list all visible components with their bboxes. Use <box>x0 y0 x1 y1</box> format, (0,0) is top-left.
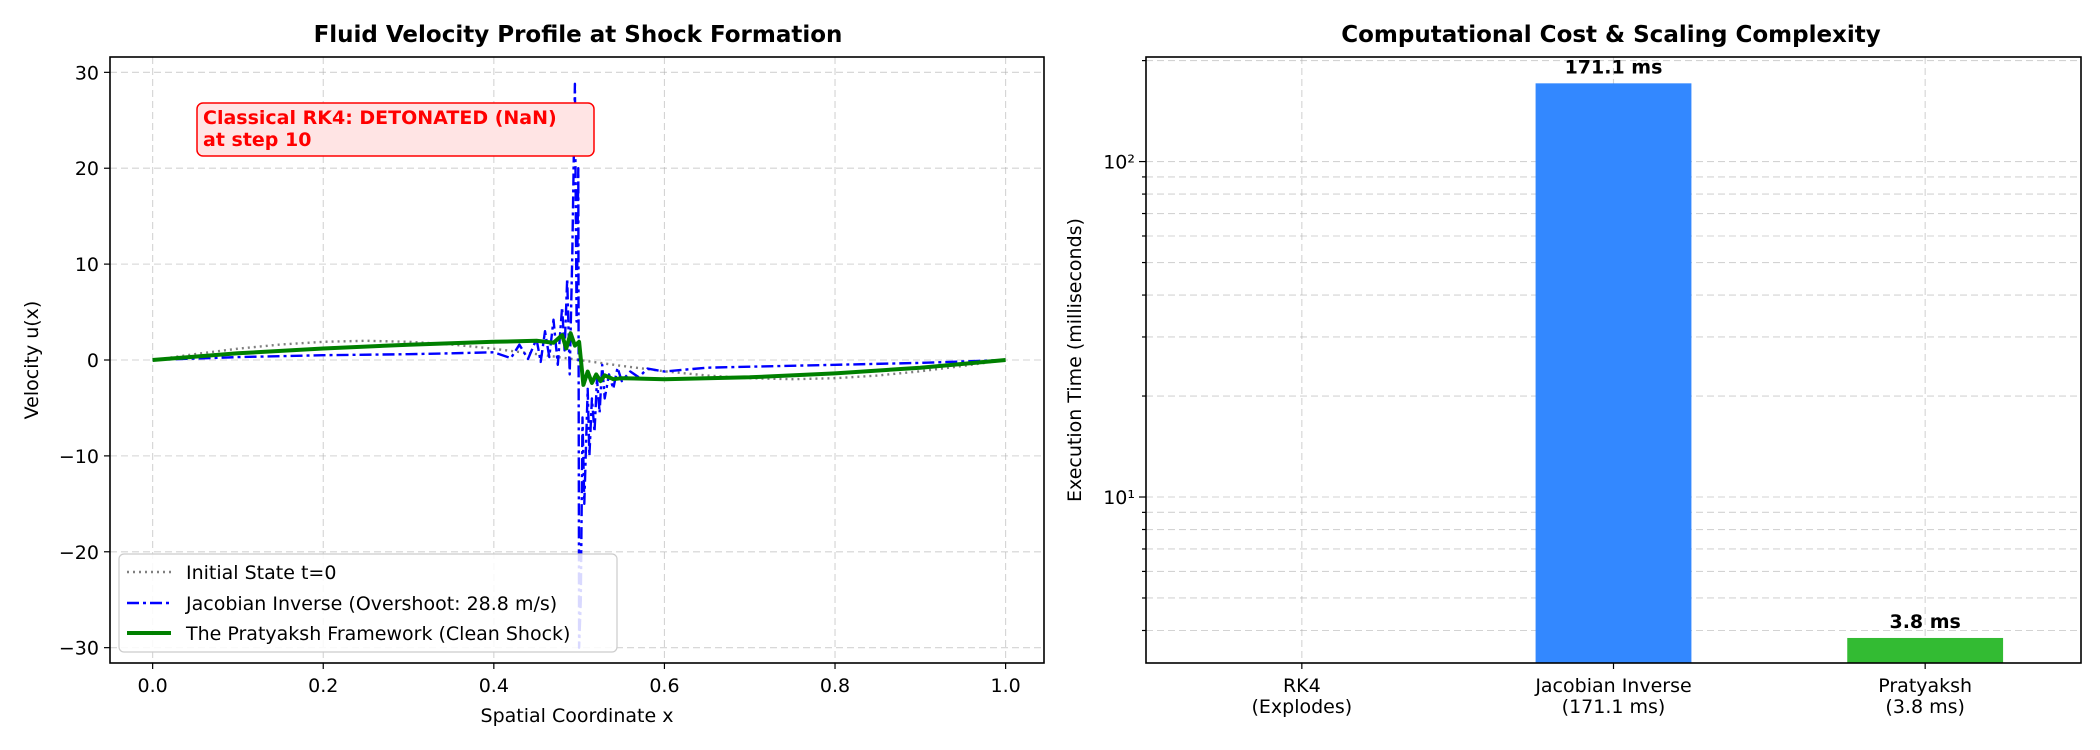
legend-label-jacobian: Jacobian Inverse (Overshoot: 28.8 m/s) <box>185 593 557 615</box>
legend-background <box>118 553 618 653</box>
x-axis-label: Spatial Coordinate x <box>481 705 674 727</box>
x-tick-label: Pratyaksh <box>1878 675 1972 697</box>
y-tick-label: −30 <box>59 638 99 660</box>
annotation-box: Classical RK4: DETONATED (NaN) at step 1… <box>196 102 595 157</box>
y-tick-label: 0 <box>87 350 99 372</box>
bar-value-label: 171.1 ms <box>1565 56 1663 78</box>
annotation-background <box>196 102 595 157</box>
y-tick-label: 10¹ <box>1103 487 1135 509</box>
legend: Initial State t=0 Jacobian Inverse (Over… <box>118 553 618 653</box>
x-tick-label: 0.8 <box>820 675 850 697</box>
x-tick-label: (3.8 ms) <box>1885 696 1965 718</box>
annotation-line-2: at step 10 <box>203 129 311 151</box>
y-tick-label: 20 <box>75 158 99 180</box>
x-tick-label: 1.0 <box>991 675 1021 697</box>
velocity-profile-chart: Fluid Velocity Profile at Shock Formatio… <box>21 22 1045 727</box>
legend-label-pratyaksh: The Pratyaksh Framework (Clean Shock) <box>185 623 570 645</box>
y-tick-label: −20 <box>59 542 99 564</box>
y-tick-label: −10 <box>59 446 99 468</box>
x-tick-label: (171.1 ms) <box>1562 696 1666 718</box>
series-initial-state <box>152 339 1006 381</box>
chart-title: Fluid Velocity Profile at Shock Formatio… <box>314 22 843 48</box>
y-axis-label: Execution Time (milliseconds) <box>1064 218 1086 502</box>
x-tick-label: (Explodes) <box>1251 696 1352 718</box>
y-tick-label: 10² <box>1103 152 1135 174</box>
legend-label-initial: Initial State t=0 <box>186 562 336 584</box>
series-pratyaksh <box>152 331 1006 387</box>
x-tick-label: RK4 <box>1283 675 1321 697</box>
y-axis-label: Velocity u(x) <box>21 301 43 420</box>
x-tick-label: Jacobian Inverse <box>1534 675 1691 697</box>
bar-jacobian-inverse <box>1535 83 1692 664</box>
x-tick-label: 0.4 <box>479 675 509 697</box>
x-tick-label: 0.0 <box>138 675 168 697</box>
bar-value-label: 3.8 ms <box>1889 611 1960 633</box>
y-tick-label: 10 <box>75 254 99 276</box>
x-tick-label: 0.2 <box>308 675 338 697</box>
axis-ticks: 10¹ 10² RK4(Explodes) Jacobian Inverse(171.… <box>1103 59 1972 718</box>
chart-title: Computational Cost & Scaling Complexity <box>1341 22 1881 48</box>
computational-cost-chart: Computational Cost & Scaling Complexity … <box>1064 22 2082 718</box>
bar-pratyaksh <box>1847 637 2004 663</box>
bars: 171.1 ms 3.8 ms <box>1535 56 2004 664</box>
annotation-line-1: Classical RK4: DETONATED (NaN) <box>203 107 557 129</box>
x-tick-label: 0.6 <box>649 675 679 697</box>
axis-ticks: 0.0 0.2 0.4 0.6 0.8 1.0 −30 −20 −10 0 10 20 30 <box>59 62 1021 697</box>
y-tick-label: 30 <box>75 62 99 84</box>
